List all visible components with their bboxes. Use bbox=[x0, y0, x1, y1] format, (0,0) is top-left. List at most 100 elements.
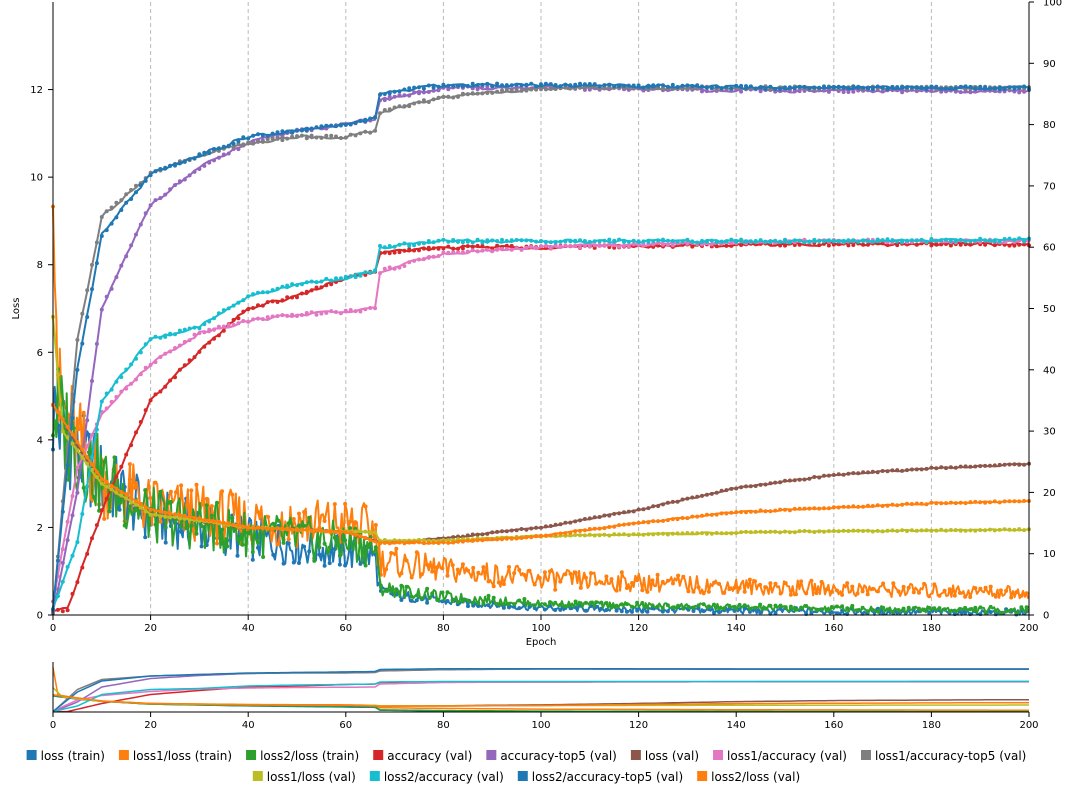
legend-item[interactable]: accuracy-top5 (val) bbox=[486, 749, 617, 763]
data-point bbox=[353, 532, 358, 537]
data-point bbox=[231, 522, 236, 527]
data-point bbox=[635, 600, 640, 605]
data-point bbox=[817, 475, 822, 480]
data-point bbox=[216, 519, 221, 524]
data-point bbox=[184, 526, 189, 530]
data-point bbox=[558, 244, 563, 249]
data-point bbox=[792, 238, 797, 243]
data-point bbox=[676, 573, 681, 578]
legend-item[interactable]: loss (train) bbox=[26, 749, 105, 763]
data-point bbox=[332, 502, 337, 507]
data-point bbox=[425, 562, 430, 567]
data-point bbox=[460, 246, 465, 251]
data-point bbox=[675, 531, 680, 536]
data-point bbox=[742, 606, 747, 611]
data-point bbox=[841, 239, 846, 244]
data-point bbox=[635, 578, 640, 583]
data-point bbox=[387, 244, 392, 248]
data-point bbox=[133, 508, 137, 513]
data-point bbox=[446, 250, 451, 255]
data-point bbox=[661, 237, 665, 242]
legend-item[interactable]: accuracy (val) bbox=[373, 749, 472, 763]
data-point bbox=[846, 238, 851, 243]
data-point bbox=[734, 531, 739, 535]
legend-swatch bbox=[630, 750, 641, 760]
data-point bbox=[241, 524, 246, 529]
data-point bbox=[539, 525, 543, 530]
data-point bbox=[836, 239, 841, 243]
data-point bbox=[129, 188, 134, 192]
data-point bbox=[207, 151, 212, 156]
data-point bbox=[470, 248, 475, 253]
data-point bbox=[231, 303, 236, 308]
data-point bbox=[568, 83, 573, 88]
navigator-x-tick-label: 120 bbox=[629, 720, 648, 731]
data-point bbox=[675, 85, 680, 89]
data-point bbox=[788, 604, 793, 609]
legend-item[interactable]: loss2/accuracy-top5 (val) bbox=[517, 770, 683, 784]
data-point bbox=[983, 585, 988, 590]
data-point bbox=[753, 579, 757, 584]
legend-item[interactable]: loss (val) bbox=[630, 749, 699, 763]
data-point bbox=[85, 315, 90, 319]
data-point bbox=[997, 527, 1002, 532]
navigator-x-tick-label: 200 bbox=[1019, 720, 1038, 731]
data-point bbox=[787, 478, 792, 483]
data-point bbox=[612, 238, 617, 243]
data-point bbox=[548, 524, 553, 528]
data-point bbox=[626, 533, 631, 538]
legend-item[interactable]: loss1/accuracy (val) bbox=[713, 749, 847, 763]
data-point bbox=[307, 549, 312, 554]
data-point bbox=[978, 236, 983, 241]
data-point bbox=[958, 528, 963, 533]
data-point bbox=[558, 607, 563, 612]
data-point bbox=[417, 540, 421, 545]
x-tick-label: 60 bbox=[339, 623, 352, 634]
data-point bbox=[582, 239, 587, 243]
legend-item[interactable]: loss2/loss (val) bbox=[697, 770, 800, 784]
data-point bbox=[709, 512, 714, 517]
legend-item[interactable]: loss1/loss (train) bbox=[118, 749, 232, 763]
data-point bbox=[886, 607, 891, 612]
legend-item[interactable]: loss2/loss (train) bbox=[246, 749, 359, 763]
data-point bbox=[129, 381, 134, 386]
data-point bbox=[973, 528, 978, 533]
data-point bbox=[426, 245, 431, 250]
data-point bbox=[177, 513, 182, 518]
legend-item[interactable]: loss2/accuracy (val) bbox=[369, 770, 504, 784]
data-point bbox=[417, 257, 421, 262]
data-point bbox=[256, 545, 260, 550]
data-point bbox=[324, 276, 329, 281]
data-point bbox=[983, 238, 988, 243]
data-point bbox=[495, 529, 500, 534]
data-point bbox=[670, 239, 675, 243]
data-point bbox=[192, 169, 197, 174]
data-point bbox=[739, 237, 744, 242]
legend-item[interactable]: loss1/accuracy-top5 (val) bbox=[860, 749, 1026, 763]
data-point bbox=[109, 286, 114, 291]
data-point bbox=[822, 473, 826, 478]
data-point bbox=[446, 87, 451, 92]
legend-item[interactable]: loss1/loss (val) bbox=[252, 770, 356, 784]
data-point bbox=[402, 87, 407, 92]
data-point bbox=[358, 534, 363, 539]
data-point bbox=[226, 143, 231, 148]
navigator-plot[interactable]: 0 20 40 60 80 100 120 140 160 180 200 bbox=[50, 662, 1039, 731]
data-point bbox=[419, 596, 424, 601]
data-point bbox=[343, 308, 348, 313]
data-point bbox=[168, 511, 173, 516]
data-point bbox=[309, 279, 314, 284]
data-point bbox=[1007, 236, 1012, 241]
data-point bbox=[724, 488, 729, 493]
data-point bbox=[988, 610, 993, 615]
data-point bbox=[129, 362, 134, 367]
data-point bbox=[397, 89, 402, 94]
data-point bbox=[522, 573, 527, 577]
data-point bbox=[622, 83, 626, 88]
data-point bbox=[641, 239, 646, 244]
data-point bbox=[373, 545, 378, 550]
data-point bbox=[641, 532, 646, 537]
data-point bbox=[476, 604, 481, 608]
data-point bbox=[466, 568, 470, 573]
data-point bbox=[870, 469, 875, 474]
